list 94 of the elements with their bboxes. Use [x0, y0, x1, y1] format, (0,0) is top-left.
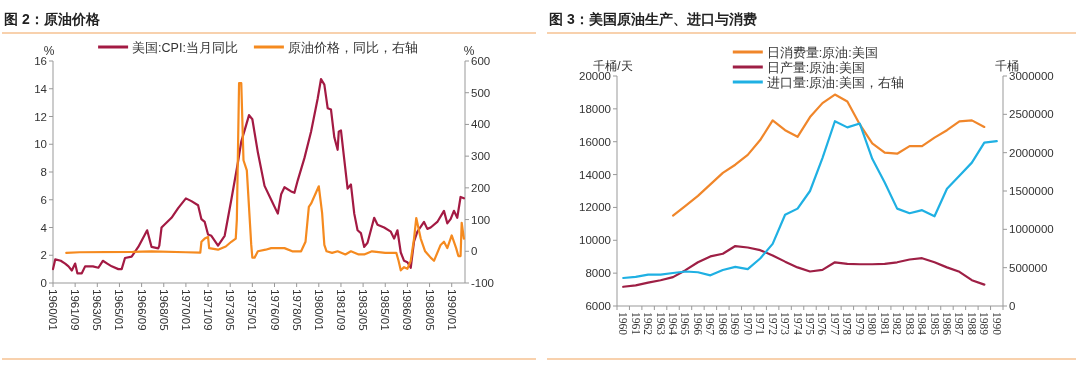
x-tick-label: 1960/01 — [47, 289, 59, 331]
x-tick-label: 1981 — [878, 312, 891, 336]
x-tick-label: 1983/05 — [357, 289, 370, 331]
x-tick-label: 1967 — [704, 312, 717, 336]
y-tick-label: 0 — [40, 277, 47, 289]
legend-label: 日产量:原油:美国 — [766, 59, 865, 75]
x-tick-label: 1979 — [853, 312, 866, 336]
y2-axis-title: % — [463, 44, 475, 58]
chart-title: 图 2：原油价格 — [4, 11, 101, 27]
x-tick-label: 1985 — [928, 312, 941, 336]
legend-label: 进口量:原油:美国，右轴 — [766, 74, 904, 90]
y-tick-label: 2 — [40, 249, 47, 262]
y2-tick-label: 400 — [471, 118, 491, 131]
legend-label: 日消费量:原油:美国 — [766, 44, 878, 60]
y-tick-label: 4 — [40, 221, 48, 234]
x-tick-label: 1975/01 — [246, 289, 259, 331]
x-tick-label: 1972 — [766, 312, 779, 336]
y2-tick-label: 200 — [471, 181, 491, 194]
y2-tick-label: 100 — [471, 213, 491, 226]
y2-tick-label: 600 — [471, 55, 491, 67]
y-tick-label: 10000 — [579, 234, 611, 247]
x-tick-label: 1983 — [903, 312, 916, 336]
y2-tick-label: 0 — [1009, 300, 1016, 312]
line-series — [622, 244, 986, 288]
x-tick-label: 1976 — [816, 312, 829, 336]
legend-label: 美国:CPI:当月同比 — [132, 39, 238, 55]
x-tick-label: 1962 — [642, 312, 655, 336]
y-tick-label: 14000 — [579, 168, 611, 181]
x-tick-label: 1990 — [990, 312, 1003, 336]
x-tick-label: 1960 — [617, 312, 630, 336]
chart-title: 图 3：美国原油生产、进口与消费 — [549, 11, 757, 27]
x-tick-label: 1975 — [804, 312, 816, 336]
x-tick-label: 1985/01 — [379, 289, 392, 331]
x-tick-label: 1970/01 — [179, 289, 192, 331]
y2-tick-label: 500 — [471, 86, 491, 99]
x-tick-label: 1966/09 — [135, 289, 148, 331]
x-tick-label: 1978/05 — [290, 289, 303, 331]
y2-tick-label: 1500000 — [1009, 185, 1054, 197]
x-tick-label: 1973/05 — [224, 289, 237, 331]
y-tick-label: 16000 — [579, 135, 611, 148]
x-tick-label: 1989 — [978, 312, 991, 336]
x-tick-label: 1986/09 — [401, 289, 414, 331]
x-tick-label: 1980 — [866, 312, 879, 336]
x-tick-label: 1969 — [729, 312, 742, 336]
x-tick-label: 1971/09 — [202, 289, 215, 331]
y-tick-label: 6000 — [585, 300, 611, 312]
y-tick-label: 12 — [34, 110, 47, 123]
x-tick-label: 1980/01 — [312, 289, 325, 331]
legend-label: 原油价格，同比，右轴 — [287, 40, 418, 55]
x-tick-label: 1974 — [791, 312, 804, 336]
y-tick-label: 14 — [34, 82, 48, 95]
x-tick-label: 1965 — [679, 312, 692, 336]
y-axis-title: % — [43, 44, 55, 58]
x-tick-label: 1963/05 — [91, 289, 104, 331]
x-tick-label: 1973 — [779, 312, 792, 336]
x-tick-label: 1964 — [667, 312, 680, 336]
y-tick-label: 8000 — [585, 267, 611, 280]
y2-axis-title: 千桶 — [995, 59, 1019, 73]
y-tick-label: 8 — [40, 166, 47, 178]
x-tick-label: 1970 — [741, 312, 754, 336]
y-tick-label: 16 — [34, 55, 47, 67]
x-tick-label: 1981/09 — [334, 289, 347, 331]
x-tick-label: 1968 — [716, 312, 729, 336]
x-tick-label: 1982 — [891, 312, 904, 336]
y-tick-label: 10 — [34, 138, 47, 151]
x-tick-label: 1966 — [691, 312, 704, 336]
x-tick-label: 1988/05 — [423, 289, 436, 331]
x-tick-label: 1986 — [940, 312, 953, 336]
y-tick-label: 12000 — [579, 201, 611, 214]
y2-tick-label: 2000000 — [1009, 146, 1054, 159]
y2-tick-label: 2500000 — [1009, 108, 1054, 121]
y2-tick-label: -100 — [471, 277, 495, 289]
x-tick-label: 1968/05 — [157, 289, 170, 331]
line-series — [671, 93, 986, 217]
line-series — [622, 120, 998, 280]
x-tick-label: 1977 — [828, 312, 841, 336]
y2-tick-label: 1000000 — [1009, 223, 1054, 236]
x-tick-label: 1961/09 — [69, 289, 82, 331]
x-tick-label: 1988 — [965, 312, 978, 336]
y2-tick-label: 0 — [471, 245, 478, 258]
x-tick-label: 1978 — [841, 312, 854, 336]
y-tick-label: 6 — [40, 193, 47, 206]
y2-tick-label: 300 — [471, 150, 491, 163]
x-tick-label: 1963 — [654, 312, 667, 336]
x-tick-label: 1984 — [916, 312, 929, 336]
y-tick-label: 18000 — [579, 102, 611, 115]
x-tick-label: 1965/01 — [113, 289, 126, 331]
x-tick-label: 1961 — [629, 312, 642, 336]
x-tick-label: 1987 — [953, 312, 966, 336]
y-axis-title: 千桶/天 — [593, 59, 633, 73]
y2-tick-label: 500000 — [1009, 261, 1048, 274]
x-tick-label: 1976/09 — [268, 289, 281, 331]
x-tick-label: 1990/01 — [445, 289, 458, 331]
x-tick-label: 1971 — [754, 312, 767, 336]
